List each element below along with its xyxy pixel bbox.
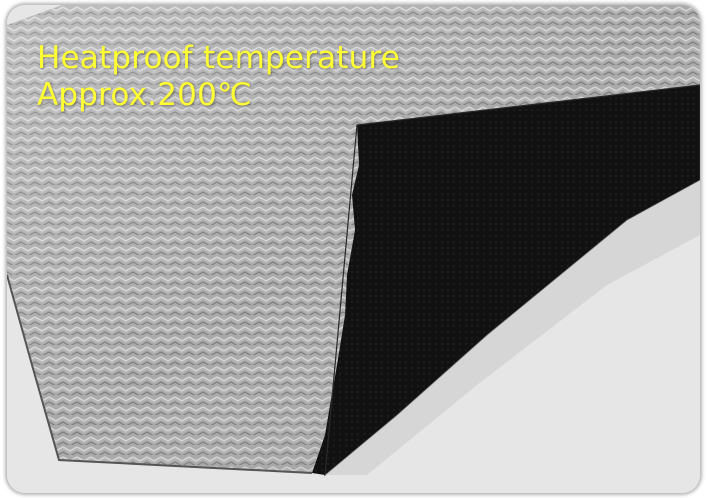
caption-line-2: Approx.200℃ xyxy=(37,77,253,113)
caption-line-1: Heatproof temperature xyxy=(37,40,401,76)
silver-fabric-sheet xyxy=(7,5,700,474)
shadow xyxy=(325,180,700,475)
product-photo: Heatproof temperature Approx.200℃ xyxy=(7,5,700,493)
heat-caption: Heatproof temperature Approx.200℃ xyxy=(37,40,400,114)
photo-scene xyxy=(7,5,700,493)
